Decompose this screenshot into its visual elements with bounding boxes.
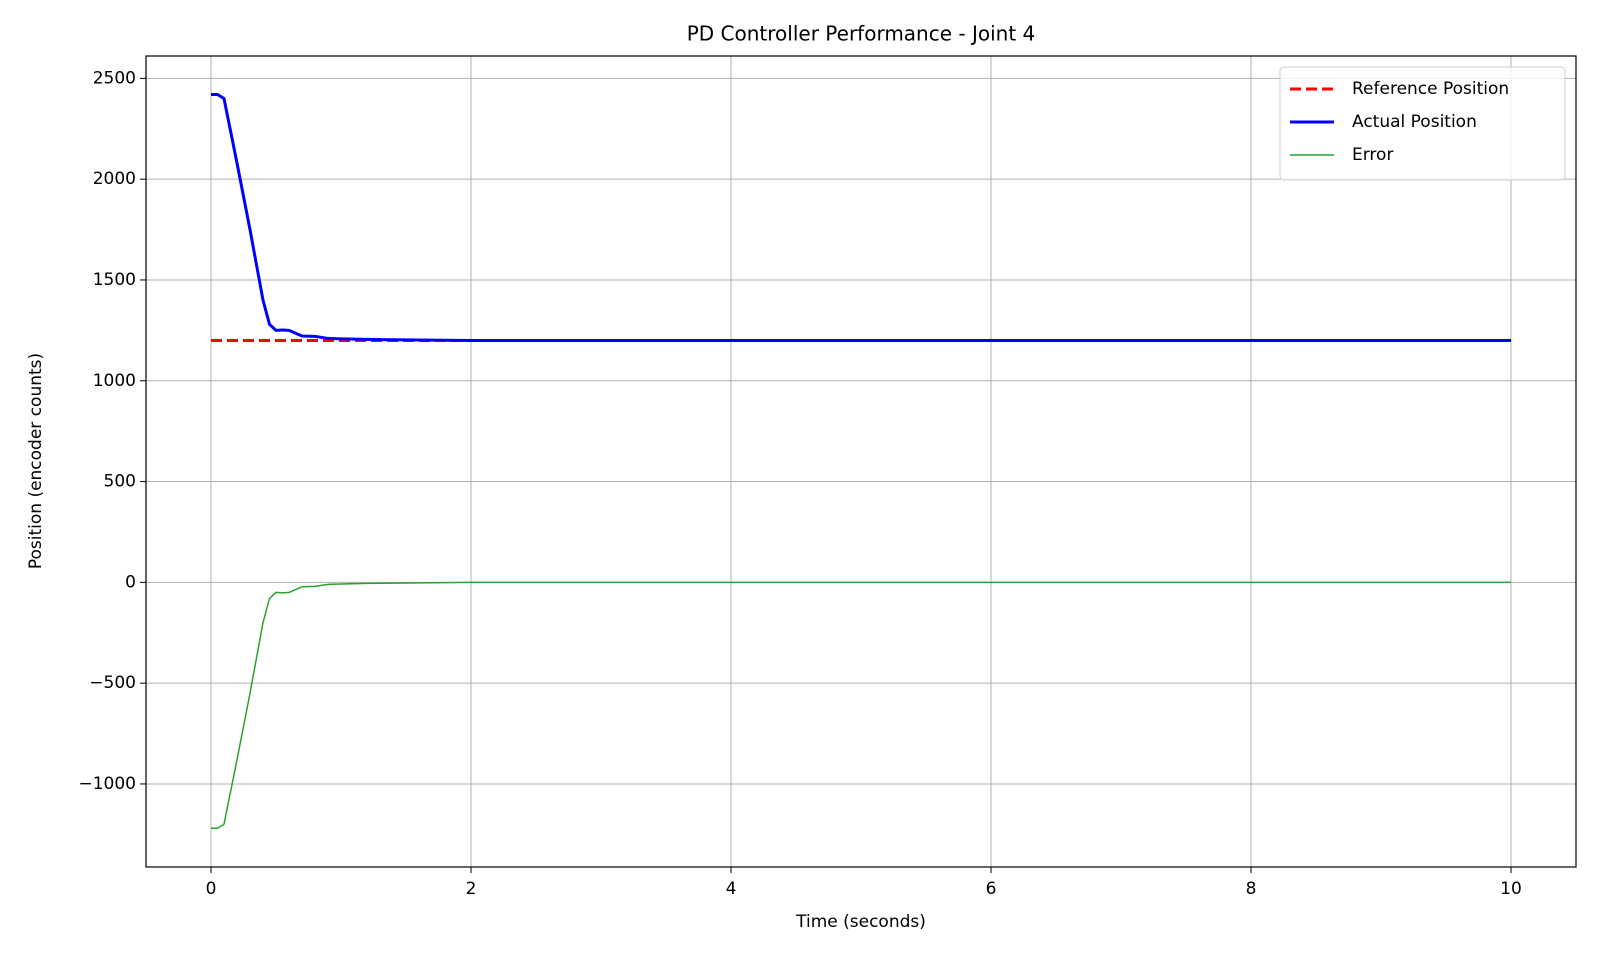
y-axis-label: Position (encoder counts) (26, 353, 46, 569)
legend-label: Reference Position (1352, 79, 1509, 99)
plot-frame (145, 55, 1577, 868)
y-tick-label: 2000 (93, 169, 136, 189)
y-tick-label: −1000 (78, 774, 136, 794)
y-tick-label: 1500 (93, 270, 136, 290)
legend-label: Error (1352, 145, 1393, 165)
x-tick-label: 4 (726, 879, 737, 899)
y-tick-label: 500 (104, 472, 136, 492)
x-tick-label: 8 (1246, 879, 1257, 899)
legend: Reference Position Actual Position Error (1279, 66, 1566, 181)
y-tick-label: 0 (125, 572, 136, 592)
data-line (211, 93, 1511, 342)
chart-title: PD Controller Performance - Joint 4 (687, 22, 1036, 46)
legend-label: Actual Position (1352, 112, 1477, 132)
data-line (211, 581, 1511, 830)
x-tick-label: 10 (1500, 879, 1522, 899)
legend-box (1279, 66, 1566, 181)
y-tick-label: −500 (89, 673, 136, 693)
x-tick-label: 0 (206, 879, 217, 899)
x-axis-label: Time (seconds) (795, 912, 926, 932)
x-tick-label: 6 (986, 879, 997, 899)
x-tick-label: 2 (466, 879, 477, 899)
y-tick-label: 1000 (93, 371, 136, 391)
y-tick-label: 2500 (93, 68, 136, 88)
